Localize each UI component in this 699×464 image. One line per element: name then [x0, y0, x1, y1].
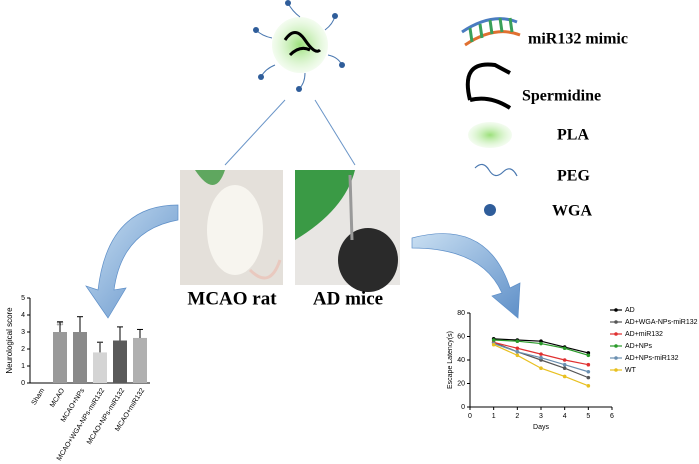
y-tick-label: 2 — [21, 346, 25, 353]
legend-label: AD+miR132 — [625, 331, 663, 338]
caption: AD mice — [313, 288, 383, 309]
point — [562, 366, 567, 371]
spermidine-icon — [465, 62, 512, 110]
point — [539, 366, 543, 371]
annotation: * — [99, 342, 102, 348]
point — [586, 362, 591, 367]
x-tick-label: 5 — [586, 413, 590, 420]
y-tick-label: 60 — [457, 333, 465, 340]
peg-chains — [255, 2, 343, 90]
point — [539, 341, 543, 346]
legend-label: AD+NPs — [625, 343, 653, 350]
legend-marker — [614, 368, 618, 372]
legend-label: AD — [625, 307, 635, 314]
legend-label: WT — [625, 367, 637, 374]
bar — [133, 337, 147, 383]
y-tick-label: 1 — [21, 363, 25, 370]
bar — [113, 340, 127, 383]
y-axis-label: Neurological score — [5, 307, 14, 374]
caption: MCAO rat — [187, 288, 277, 309]
mirna-icon — [461, 17, 521, 47]
photo-rat — [180, 170, 283, 285]
pla-core — [272, 17, 328, 73]
legend-marker — [614, 356, 618, 360]
x-tick-label: 2 — [515, 413, 519, 420]
x-axis-label: Days — [533, 424, 549, 431]
y-tick-label: 5 — [21, 295, 25, 302]
point — [491, 338, 496, 342]
point — [539, 352, 543, 356]
y-tick-label: 40 — [457, 357, 465, 364]
legend-label: AD+WGA-NPs-miR132 — [625, 319, 698, 326]
point — [562, 362, 567, 367]
legend-label: miR132 mimic — [528, 31, 628, 48]
legend-marker — [614, 320, 618, 324]
y-tick-label: 0 — [21, 380, 25, 387]
peg-icon — [474, 163, 518, 177]
bar — [73, 332, 87, 383]
point — [491, 342, 496, 347]
point — [562, 346, 567, 351]
nanoparticle — [253, 0, 345, 92]
x-tick-label: MCAO — [49, 387, 66, 409]
y-tick-label: 0 — [461, 404, 465, 411]
annotation: ## — [57, 322, 64, 328]
point — [562, 358, 567, 362]
spermidine-core — [283, 31, 322, 57]
x-tick-label: MCAO+NPs-miR132 — [86, 387, 126, 446]
bar — [53, 332, 67, 383]
x-tick-label: 0 — [468, 413, 472, 420]
point — [539, 355, 543, 360]
x-tick-label: 3 — [539, 413, 543, 420]
legend-label: WGA — [552, 203, 592, 220]
y-tick-label: 3 — [21, 329, 25, 336]
curved-arrow — [85, 204, 179, 319]
arrow — [224, 99, 286, 166]
legend-label: PEG — [557, 168, 590, 185]
legend-label: PLA — [557, 127, 589, 144]
point — [515, 349, 520, 354]
wga-dots — [253, 0, 345, 92]
pla-icon — [468, 122, 512, 148]
point — [562, 374, 567, 379]
x-tick-label: 6 — [610, 413, 614, 420]
curved-arrow — [411, 233, 521, 319]
arrow — [314, 99, 356, 166]
y-axis-label: Escape Latency(s) — [447, 331, 454, 389]
x-tick-label: 4 — [563, 413, 567, 420]
wga-icon — [484, 204, 496, 216]
x-tick-label: 1 — [492, 413, 496, 420]
x-tick-label: Sham — [31, 387, 47, 406]
point — [515, 339, 520, 344]
point — [515, 353, 520, 358]
point — [586, 384, 591, 388]
legend-marker — [614, 308, 618, 312]
legend-label: AD+NPs-miR132 — [625, 355, 679, 362]
legend-marker — [614, 344, 618, 348]
point — [586, 369, 591, 374]
legend-marker — [614, 332, 618, 336]
photo-mouse — [295, 170, 400, 292]
y-tick-label: 4 — [21, 312, 25, 319]
y-tick-label: 80 — [457, 310, 465, 317]
point — [586, 375, 591, 380]
point — [515, 346, 520, 351]
bar — [93, 352, 107, 383]
point — [586, 353, 591, 358]
legend-label: Spermidine — [522, 88, 601, 105]
y-tick-label: 20 — [457, 380, 465, 387]
